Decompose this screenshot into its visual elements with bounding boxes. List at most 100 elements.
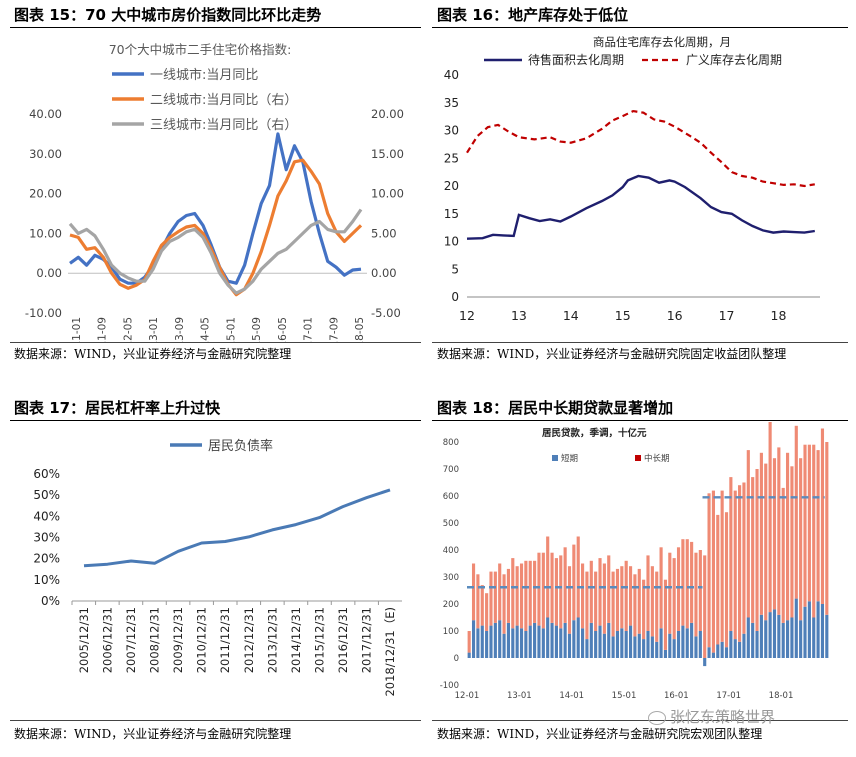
chart18-bar-long <box>519 563 524 629</box>
chart16-source-rule <box>432 342 848 343</box>
chart15-xtick: 2013-09 <box>174 317 186 342</box>
chart18-bar-short <box>519 628 524 658</box>
chart17-xtick: 2017/12/31 <box>359 607 373 673</box>
chart18-legend-swatch <box>552 455 558 461</box>
chart18-bar-short <box>676 631 681 658</box>
chart18-bar-long <box>672 558 676 640</box>
chart18-ytick: 700 <box>443 465 459 475</box>
chart17-legend-label: 居民负债率 <box>208 438 273 454</box>
chart15-xtick: 2017-01 <box>303 317 315 342</box>
chart16-legend-label: 广义库存去化周期 <box>686 52 782 67</box>
chart18-xtick: 16-01 <box>664 691 689 701</box>
chart18-bar-long <box>729 477 733 631</box>
chart18-bar-short <box>537 625 541 658</box>
chart18-bar-long <box>572 544 576 621</box>
chart17-series-line <box>83 488 391 568</box>
chart18-bar-long <box>751 477 755 623</box>
chart18-bar-long <box>480 585 484 626</box>
chart18-bar-long <box>637 568 641 634</box>
chart18-xtick: 17-01 <box>716 691 741 701</box>
chart17-xtick: 2018/12/31（E) <box>383 607 397 697</box>
chart18-bar-short <box>764 620 768 658</box>
chart18-bar-long <box>738 485 742 642</box>
chart18-bar-long <box>533 560 537 623</box>
chart18-bar-long <box>707 493 711 648</box>
chart18-bar-long <box>816 450 820 602</box>
chart18-bar-long <box>755 469 759 631</box>
chart18-xtick: 15-01 <box>612 691 637 701</box>
chart18-bar-short <box>602 633 606 658</box>
chart18-bar-short <box>524 631 528 658</box>
chart18-bar-short <box>628 625 633 658</box>
chart18-bar-short <box>498 620 502 658</box>
chart18-bar-long <box>489 571 493 626</box>
chart18-bar-short <box>611 636 615 658</box>
chart18-bar-long <box>502 574 506 634</box>
chart18-bar-long <box>746 450 750 618</box>
chart18-bar-long <box>567 566 572 634</box>
chart18-bar-short <box>707 647 711 658</box>
chart18-bar-short <box>533 622 537 658</box>
chart15-ytick-left: -10.00 <box>25 306 62 320</box>
chart18-bar-long <box>498 563 502 621</box>
chart18-bar-long <box>476 574 480 629</box>
chart18-bar-long <box>803 444 807 607</box>
chart18-bar-short <box>694 636 698 658</box>
wechat-icon <box>648 710 666 725</box>
chart16-ytick: 0 <box>451 290 459 304</box>
chart15-xtick: 2014-05 <box>200 317 212 342</box>
chart18-bar-short <box>825 614 829 658</box>
chart18-bar-short <box>550 622 554 658</box>
chart15-ytick-right: -5.00 <box>371 306 401 320</box>
chart17-xtick: 2010/12/31 <box>195 607 209 673</box>
chart18-bar-short <box>742 633 746 658</box>
chart17-title-rule <box>10 420 421 421</box>
chart18-bar-long <box>559 555 563 629</box>
chart18-chart-title: 居民贷款，季调，十亿元 <box>542 427 647 439</box>
chart18-bar-short <box>799 620 803 658</box>
chart18-bar-short <box>598 625 602 658</box>
chart18-bar-long <box>576 536 580 618</box>
chart16-title-rule <box>432 27 848 28</box>
chart18-bar-short <box>785 620 790 658</box>
chart17-ytick: 50% <box>33 488 60 502</box>
chart18-bar-short <box>807 601 811 658</box>
chart17-ytick: 60% <box>33 467 60 481</box>
chart18-bar-long <box>602 563 606 634</box>
chart16-chart-title: 商品住宅库存去化周期，月 <box>593 35 731 49</box>
chart18-bar-long <box>807 444 811 602</box>
chart18-bar-short <box>493 622 497 658</box>
chart18-bar-short <box>685 628 689 658</box>
chart18-bar-short <box>650 636 654 658</box>
chart18-bar-short <box>729 631 733 658</box>
chart18-bar-long <box>742 482 746 634</box>
chart18-bar-short <box>716 644 720 658</box>
chart18-bar-short <box>746 617 750 658</box>
chart15-xtick: 2015-09 <box>251 317 263 342</box>
chart15-chart-title: 70个大中城市二手住宅价格指数: <box>109 42 292 57</box>
chart18-bar-short <box>620 628 624 658</box>
chart16-ytick: 5 <box>451 262 459 276</box>
chart18-bar-long <box>768 422 772 613</box>
chart18-bar-short <box>768 612 772 658</box>
chart18-bar-long <box>724 512 729 648</box>
chart17-ytick: 40% <box>33 509 60 523</box>
chart18-bar-short <box>471 620 476 658</box>
chart17-title: 图表 17：居民杠杆率上升过快 <box>14 399 221 417</box>
chart18-bar-long <box>493 571 497 623</box>
chart16-svg: 商品住宅库存去化周期，月 0 5 10 15 20 25 30 35 40 12 13 14 15 16 17… <box>444 35 820 323</box>
chart18-bar-short <box>820 604 825 658</box>
chart15-ytick-right: 5.00 <box>371 226 397 240</box>
chart18-ytick: 200 <box>443 600 459 610</box>
chart18-bar-short <box>812 617 816 658</box>
chart18-bar-long <box>554 558 558 626</box>
chart18-bar-short <box>594 631 598 658</box>
chart18-bar-short <box>738 641 742 658</box>
chart18-bar-short <box>554 625 558 658</box>
chart15-title-rule <box>10 27 421 28</box>
chart18-bar-long <box>611 571 615 637</box>
chart16-ytick: 15 <box>444 207 459 221</box>
chart18-bar-long <box>537 552 541 626</box>
chart18-svg: 居民贷款，季调，十亿元 -100 0 100 200 300 400 500 600 700 800… <box>440 422 829 701</box>
chart15-legend-label: 二线城市:当月同比（右） <box>150 92 297 108</box>
